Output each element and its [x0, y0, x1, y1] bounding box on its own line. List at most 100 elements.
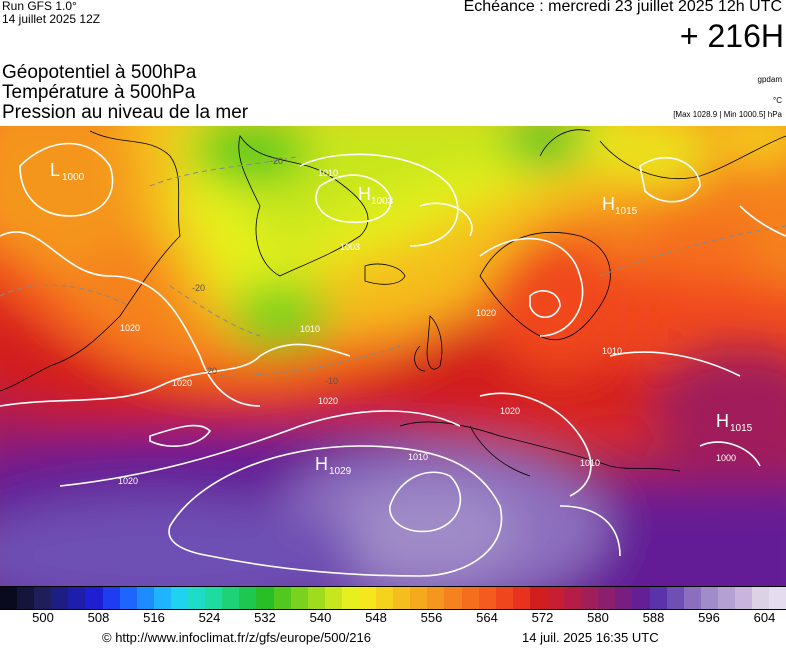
forecast-valid-time: Echéance : mercredi 23 juillet 2025 12h …	[463, 0, 782, 15]
color-swatch	[683, 587, 701, 609]
isobar-label: 1010	[408, 452, 428, 462]
color-swatch	[68, 587, 86, 609]
high-symbol: H	[602, 194, 615, 214]
color-scale-tick-label: 548	[365, 610, 387, 625]
color-swatch	[119, 587, 137, 609]
color-scale-tick-label: 524	[198, 610, 221, 625]
high-value: 1029	[329, 466, 352, 477]
color-swatch	[666, 587, 684, 609]
isotherm-label: -20	[270, 156, 283, 166]
color-swatch	[632, 587, 650, 609]
color-swatch	[649, 587, 667, 609]
isobar-label: 1000	[716, 453, 736, 463]
geopotential-field	[0, 126, 786, 586]
color-swatch	[34, 587, 52, 609]
color-scale-bar	[0, 586, 786, 610]
isotherm-label: -20	[204, 366, 217, 376]
high-symbol: H	[315, 454, 328, 474]
color-scale-tick-label: 516	[143, 610, 165, 625]
isotherm-label: -10	[325, 376, 338, 386]
low-value: 1000	[62, 172, 85, 183]
color-swatch	[700, 587, 718, 609]
param-geopotential: Géopotentiel à 500hPa	[2, 62, 197, 83]
color-swatch	[188, 587, 206, 609]
color-swatch	[358, 587, 377, 609]
isobar-label: 1003	[340, 242, 360, 252]
isobar-label: 1010	[602, 346, 622, 356]
color-scale-tick-label: 532	[254, 610, 276, 625]
isotherm-labels: -20 -20 -20 -10	[192, 156, 338, 386]
high-symbol: H	[716, 411, 729, 431]
isotherm-label: -20	[192, 283, 205, 293]
unit-pressure-range: [Max 1028.9 | Min 1000.5] hPa	[673, 110, 782, 119]
color-swatch	[376, 587, 394, 609]
color-swatch	[239, 587, 257, 609]
isobar-label: 1020	[172, 378, 192, 388]
isobar-label: 1020	[120, 323, 140, 333]
color-scale-tick-label: 596	[698, 610, 720, 625]
pressure-system-labels: L 1000 H 1003 H 1015 H 1029 H 1015	[50, 160, 753, 477]
color-scale-tick-label: 508	[87, 610, 110, 625]
isobar-label: 1020	[118, 476, 138, 486]
isotherms	[0, 155, 786, 377]
color-swatch	[0, 587, 18, 609]
color-swatch	[752, 587, 770, 609]
param-pressure: Pression au niveau de la mer	[2, 102, 249, 123]
high-value: 1015	[615, 206, 638, 217]
color-swatch	[410, 587, 428, 609]
low-symbol: L	[50, 160, 60, 180]
forecast-hour: + 216H	[679, 18, 784, 54]
color-swatch	[495, 587, 513, 609]
color-swatch	[717, 587, 736, 609]
color-swatch	[290, 587, 308, 609]
generation-date: 14 juil. 2025 16:35 UTC	[522, 630, 659, 645]
color-swatch	[393, 587, 411, 609]
color-swatch	[170, 587, 189, 609]
color-swatch	[581, 587, 599, 609]
color-swatch	[341, 587, 359, 609]
color-swatch	[273, 587, 291, 609]
color-swatch	[478, 587, 496, 609]
color-scale-tick-label: 580	[587, 610, 609, 625]
isobar-label: 1010	[318, 168, 338, 178]
color-scale-tick-label: 604	[753, 610, 776, 625]
isobar-label: 1020	[500, 406, 520, 416]
source-url[interactable]: © http://www.infoclimat.fr/z/gfs/europe/…	[102, 630, 371, 645]
color-scale-tick-label: 572	[531, 610, 554, 625]
isobars	[0, 142, 786, 577]
color-swatch	[153, 587, 171, 609]
color-swatch	[547, 587, 565, 609]
color-swatch	[85, 587, 103, 609]
color-swatch	[444, 587, 462, 609]
param-temperature: Température à 500hPa	[2, 82, 196, 103]
color-scale-tick-label: 564	[476, 610, 498, 625]
isobar-label: 1020	[318, 396, 338, 406]
color-swatch	[222, 587, 240, 609]
color-swatch	[102, 587, 120, 609]
color-swatch	[461, 587, 479, 609]
isobar-label: 1010	[300, 324, 320, 334]
color-swatch	[427, 587, 445, 609]
color-scale-tick-label: 588	[642, 610, 665, 625]
color-swatch	[564, 587, 582, 609]
isobar-label: 1010	[580, 458, 600, 468]
isobar-label: 1020	[476, 308, 496, 318]
unit-geopotential: gpdam	[757, 75, 782, 84]
color-scale-tick-label: 540	[309, 610, 332, 625]
color-scale-tick-label: 500	[32, 610, 54, 625]
color-swatch	[136, 587, 154, 609]
run-label: Run GFS 1.0°	[2, 0, 77, 13]
color-swatch	[735, 587, 753, 609]
color-swatch	[51, 587, 69, 609]
color-swatch	[615, 587, 633, 609]
color-swatch	[324, 587, 342, 609]
color-scale-tick-label: 556	[420, 610, 443, 625]
high-value: 1003	[371, 196, 394, 207]
isobar-labels: 1010 1003 1010 1020 1020 1020 1010 1010 …	[118, 168, 736, 486]
color-swatch	[205, 587, 223, 609]
color-swatch	[17, 587, 35, 609]
weather-map: L 1000 H 1003 H 1015 H 1029 H 1015 1010 …	[0, 126, 786, 586]
unit-temperature: °C	[773, 96, 782, 105]
color-swatch	[512, 587, 530, 609]
high-value: 1015	[730, 423, 753, 434]
